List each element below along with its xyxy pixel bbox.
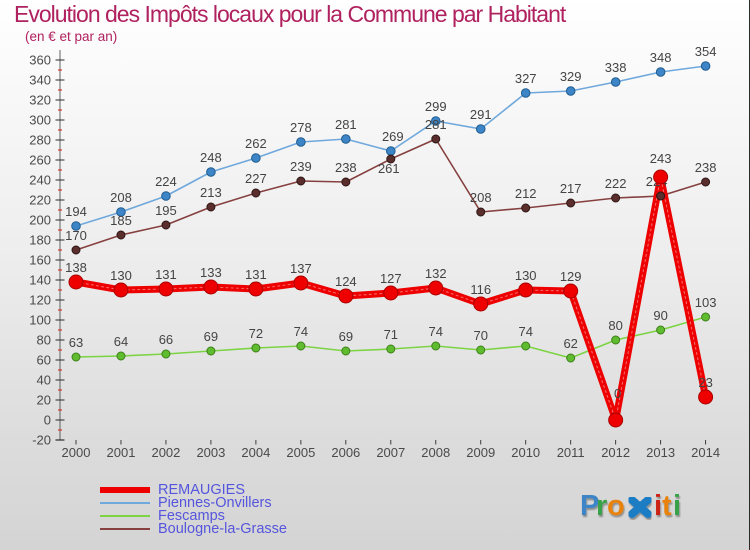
svg-text:338: 338: [605, 60, 627, 75]
svg-text:354: 354: [695, 44, 717, 59]
svg-text:240: 240: [29, 173, 51, 188]
svg-text:222: 222: [605, 176, 627, 191]
svg-text:t: t: [662, 490, 672, 522]
svg-text:278: 278: [290, 120, 312, 135]
svg-text:130: 130: [515, 268, 537, 283]
svg-text:224: 224: [155, 174, 177, 189]
svg-text:238: 238: [335, 160, 357, 175]
svg-text:62: 62: [563, 336, 577, 351]
svg-text:208: 208: [110, 190, 132, 205]
svg-text:140: 140: [29, 273, 51, 288]
svg-text:2009: 2009: [466, 445, 495, 460]
svg-text:124: 124: [335, 274, 357, 289]
svg-text:238: 238: [695, 160, 717, 175]
svg-text:261: 261: [378, 161, 400, 176]
svg-text:120: 120: [29, 293, 51, 308]
svg-text:208: 208: [470, 190, 492, 205]
svg-text:116: 116: [470, 282, 491, 297]
svg-text:-20: -20: [32, 433, 51, 448]
svg-text:63: 63: [69, 335, 83, 350]
svg-text:195: 195: [155, 203, 177, 218]
svg-text:2011: 2011: [557, 445, 585, 460]
svg-text:i: i: [654, 490, 662, 522]
svg-text:0: 0: [614, 386, 621, 401]
svg-text:129: 129: [560, 269, 582, 284]
svg-text:300: 300: [29, 113, 51, 128]
svg-text:2000: 2000: [62, 445, 91, 460]
svg-text:64: 64: [114, 334, 128, 349]
svg-text:69: 69: [204, 329, 218, 344]
svg-text:o: o: [607, 490, 625, 522]
svg-text:213: 213: [200, 185, 222, 200]
svg-text:281: 281: [425, 117, 447, 132]
svg-text:80: 80: [608, 318, 622, 333]
svg-text:103: 103: [695, 295, 717, 310]
svg-text:0: 0: [44, 413, 51, 428]
svg-text:329: 329: [560, 69, 582, 84]
svg-text:2010: 2010: [511, 445, 540, 460]
svg-text:138: 138: [65, 260, 87, 275]
svg-text:320: 320: [29, 93, 51, 108]
svg-text:2006: 2006: [331, 445, 360, 460]
svg-text:72: 72: [249, 326, 263, 341]
svg-text:2003: 2003: [196, 445, 225, 460]
svg-text:291: 291: [470, 107, 492, 122]
svg-text:74: 74: [518, 324, 532, 339]
svg-text:220: 220: [29, 193, 51, 208]
svg-text:2008: 2008: [421, 445, 450, 460]
svg-text:281: 281: [335, 117, 357, 132]
svg-text:248: 248: [200, 150, 222, 165]
svg-text:74: 74: [429, 324, 443, 339]
svg-text:348: 348: [650, 50, 672, 65]
svg-text:2001: 2001: [107, 445, 136, 460]
svg-text:200: 200: [29, 213, 51, 228]
svg-text:2013: 2013: [646, 445, 675, 460]
svg-text:2005: 2005: [286, 445, 315, 460]
svg-text:133: 133: [200, 265, 222, 280]
svg-text:90: 90: [653, 308, 667, 323]
svg-text:60: 60: [37, 353, 51, 368]
svg-text:131: 131: [245, 267, 267, 282]
svg-text:23: 23: [698, 375, 712, 390]
svg-text:212: 212: [515, 186, 537, 201]
svg-text:280: 280: [29, 133, 51, 148]
svg-text:i: i: [673, 490, 681, 522]
svg-text:2004: 2004: [241, 445, 270, 460]
svg-text:137: 137: [290, 261, 312, 276]
svg-text:243: 243: [650, 151, 672, 166]
svg-text:80: 80: [37, 333, 51, 348]
svg-text:132: 132: [425, 266, 447, 281]
svg-text:340: 340: [29, 73, 51, 88]
svg-text:100: 100: [29, 313, 51, 328]
svg-text:70: 70: [474, 328, 488, 343]
svg-text:2014: 2014: [691, 445, 720, 460]
svg-text:71: 71: [384, 327, 398, 342]
svg-text:40: 40: [37, 373, 51, 388]
svg-text:327: 327: [515, 71, 537, 86]
svg-text:r: r: [596, 490, 607, 522]
svg-text:269: 269: [382, 129, 404, 144]
svg-text:74: 74: [294, 324, 308, 339]
svg-text:227: 227: [245, 171, 267, 186]
svg-text:217: 217: [560, 181, 582, 196]
svg-text:131: 131: [155, 267, 177, 282]
svg-text:180: 180: [29, 233, 51, 248]
svg-text:185: 185: [110, 213, 132, 228]
svg-text:130: 130: [110, 268, 132, 283]
svg-text:2012: 2012: [601, 445, 630, 460]
svg-text:69: 69: [339, 329, 353, 344]
svg-text:360: 360: [29, 53, 51, 68]
svg-text:20: 20: [37, 393, 51, 408]
svg-text:239: 239: [290, 159, 312, 174]
svg-text:170: 170: [65, 228, 87, 243]
svg-text:127: 127: [380, 271, 402, 286]
svg-text:66: 66: [159, 332, 173, 347]
svg-text:260: 260: [29, 153, 51, 168]
svg-text:160: 160: [29, 253, 51, 268]
svg-text:299: 299: [425, 99, 447, 114]
svg-text:194: 194: [65, 204, 87, 219]
svg-text:2002: 2002: [151, 445, 180, 460]
svg-text:2007: 2007: [376, 445, 405, 460]
svg-text:262: 262: [245, 136, 267, 151]
